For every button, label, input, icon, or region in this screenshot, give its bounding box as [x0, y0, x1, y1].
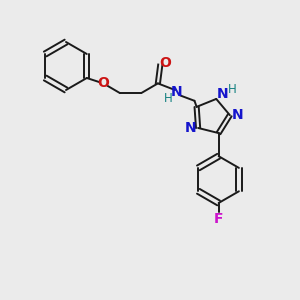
Text: H: H: [227, 83, 236, 96]
Text: N: N: [217, 87, 229, 101]
Text: H: H: [164, 92, 172, 106]
Text: N: N: [232, 108, 243, 122]
Text: N: N: [185, 121, 197, 135]
Text: N: N: [171, 85, 182, 99]
Text: O: O: [97, 76, 109, 90]
Text: F: F: [214, 212, 224, 226]
Text: O: O: [159, 56, 171, 70]
